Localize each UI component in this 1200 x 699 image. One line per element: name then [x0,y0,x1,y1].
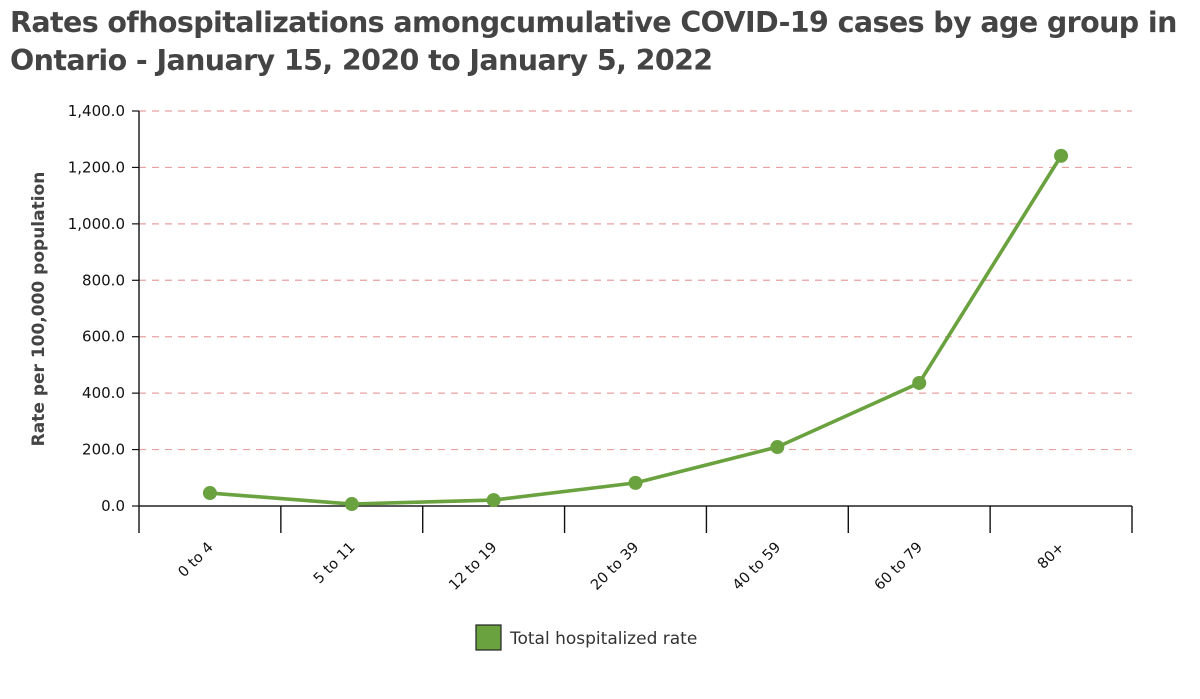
x-tick-label: 20 to 39 [588,540,642,594]
data-point[interactable] [628,475,643,490]
y-tick-label: 1,200.0 [68,158,125,176]
y-tick-label: 1,000.0 [68,215,125,233]
y-axis-title: Rate per 100,000 population [29,172,49,447]
legend[interactable]: Total hospitalized rate [475,624,697,651]
data-point[interactable] [486,493,501,508]
data-point[interactable] [344,497,359,512]
data-point[interactable] [770,440,785,455]
y-axis: 0.0 200.0 400.0 600.0 800.0 1,000.0 1,200.0 1,4… [68,102,140,533]
data-point[interactable] [202,486,217,501]
series-line [209,154,1063,506]
data-point[interactable] [912,375,927,390]
x-axis: 0 to 4 5 to 11 12 to 19 20 to 39 40 to 59 60 … [139,505,1133,594]
gridlines [139,110,1132,451]
x-tick-label: 60 to 79 [872,540,926,594]
x-tick-label: 5 to 11 [311,540,359,588]
legend-swatch [475,624,502,651]
y-tick-label: 0.0 [101,497,125,515]
y-tick-label: 600.0 [82,328,125,346]
chart-title: Rates ofhospitalizations amongcumulative… [10,6,1177,77]
x-tick-label: 0 to 4 [176,540,217,581]
data-point[interactable] [1054,148,1069,163]
x-tick-label: 40 to 59 [730,540,784,594]
y-tick-label: 400.0 [82,384,125,402]
legend-label: Total hospitalized rate [509,629,697,649]
series-total-hospitalized-rate [202,148,1069,512]
y-tick-label: 200.0 [82,441,125,459]
x-tick-label: 12 to 19 [446,540,500,594]
y-tick-label: 800.0 [82,271,125,289]
y-tick-label: 1,400.0 [68,102,125,120]
x-tick-label: 80+ [1035,540,1068,573]
